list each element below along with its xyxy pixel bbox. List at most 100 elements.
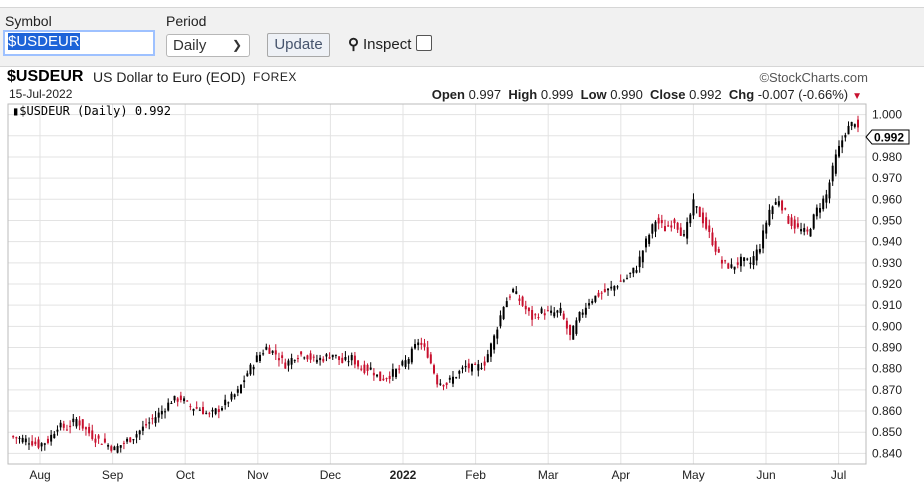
price-candle: [806, 226, 809, 235]
price-candle: [793, 215, 796, 234]
price-candle: [537, 313, 540, 320]
y-tick-label: 0.960: [872, 192, 902, 206]
price-candle: [667, 221, 670, 227]
price-candle: [281, 351, 284, 364]
price-candle: [129, 436, 132, 443]
y-tick-label: 0.930: [872, 256, 902, 270]
price-candle: [727, 262, 730, 269]
x-tick-label: Jul: [831, 468, 846, 482]
price-candle: [771, 205, 774, 220]
price-candle: [145, 418, 148, 429]
period-select[interactable]: Daily ❯: [166, 34, 250, 57]
price-candle: [385, 377, 388, 382]
price-candle: [746, 257, 749, 261]
price-candle: [350, 352, 353, 366]
x-tick-label: Sep: [102, 468, 124, 482]
price-candle: [616, 285, 619, 290]
price-candle: [711, 227, 714, 247]
open-value: 0.997: [468, 87, 502, 102]
price-candle: [407, 357, 410, 370]
x-tick-label: Nov: [247, 468, 268, 482]
inspect-toggle[interactable]: ⚲ Inspect: [348, 35, 433, 53]
chart-controls-bar: Symbol $USDEUR Period Daily ❯ Update ⚲ In…: [0, 8, 924, 67]
price-candle: [692, 193, 695, 220]
price-candle: [132, 438, 135, 445]
open-label: Open: [431, 87, 465, 102]
price-candle: [803, 223, 806, 236]
price-candle: [755, 244, 758, 266]
price-candle: [752, 251, 755, 270]
y-tick-label: 0.860: [872, 404, 902, 418]
price-candle: [167, 398, 170, 412]
price-candle: [733, 266, 736, 274]
price-candle: [81, 419, 84, 431]
y-tick-label: 0.850: [872, 425, 902, 439]
price-candle: [347, 355, 350, 367]
price-candle: [12, 435, 15, 439]
price-candle: [157, 407, 160, 423]
price-candle: [638, 250, 641, 273]
price-candle: [160, 405, 163, 419]
price-candle: [300, 350, 303, 357]
y-tick-label: 0.880: [872, 362, 902, 376]
price-candle: [800, 222, 803, 235]
price-candle: [363, 360, 366, 375]
price-candle: [65, 424, 68, 431]
price-candle: [103, 433, 106, 444]
price-candle: [382, 374, 385, 381]
price-candle: [246, 370, 249, 377]
low-label: Low: [580, 87, 607, 102]
price-candle: [505, 297, 508, 308]
price-candle: [569, 324, 572, 341]
last-value-marker: 0.992: [865, 129, 910, 145]
price-candle: [148, 417, 151, 430]
price-candle: [306, 354, 309, 362]
inspect-checkbox[interactable]: [416, 35, 433, 51]
price-candle: [546, 305, 549, 312]
price-candle: [480, 362, 483, 370]
price-candle: [344, 351, 347, 362]
price-candle: [493, 334, 496, 354]
price-candle: [322, 356, 325, 363]
update-button[interactable]: Update: [267, 33, 330, 57]
x-tick-label: Oct: [176, 468, 195, 482]
plot-frame: [7, 103, 867, 465]
price-candle: [597, 289, 600, 298]
price-candle: [486, 349, 489, 363]
price-candle: [91, 424, 94, 441]
price-candle: [502, 306, 505, 321]
price-candle: [581, 309, 584, 318]
price-candle: [651, 223, 654, 239]
price-candle: [648, 233, 651, 247]
chart-instrument-name: US Dollar to Euro (EOD): [93, 69, 246, 85]
price-candle: [673, 217, 676, 229]
price-candle: [626, 274, 629, 280]
symbol-input[interactable]: $USDEUR: [3, 30, 155, 56]
price-candle: [781, 199, 784, 214]
price-candle: [515, 286, 518, 295]
price-candle: [341, 352, 344, 364]
price-candle: [401, 359, 404, 367]
chg-label: Chg: [728, 87, 755, 102]
price-candle: [195, 401, 198, 410]
price-candle: [183, 396, 186, 404]
price-candle: [436, 373, 439, 388]
price-candle: [695, 206, 698, 214]
price-candle: [391, 363, 394, 381]
price-candle: [233, 393, 236, 400]
price-candle: [489, 342, 492, 362]
price-candle: [331, 354, 334, 360]
x-tick-label: Jun: [756, 468, 775, 482]
price-candle: [18, 436, 21, 444]
price-candle: [138, 429, 141, 441]
price-candle: [787, 214, 790, 225]
price-candle: [249, 363, 252, 376]
inspect-label: Inspect: [363, 36, 412, 53]
price-candle: [758, 243, 761, 255]
price-candle: [483, 356, 486, 371]
price-candle: [591, 298, 594, 305]
top-border: [0, 0, 924, 8]
price-candle: [455, 376, 458, 379]
price-candle: [189, 403, 192, 411]
